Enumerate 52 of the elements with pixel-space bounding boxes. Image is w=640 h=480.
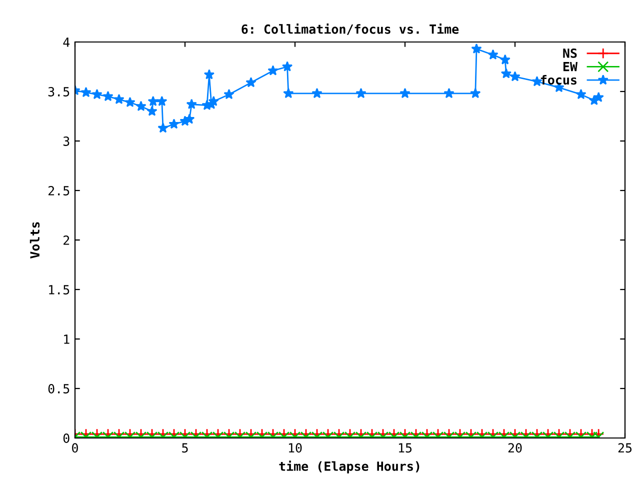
x-tick-label: 10 <box>288 443 302 453</box>
point <box>268 65 278 76</box>
point <box>168 118 180 129</box>
y-tick-label: 0.5 <box>48 384 70 394</box>
point <box>282 61 293 72</box>
y-tick-label: 1 <box>64 334 70 344</box>
y-tick-label: 3 <box>63 136 70 146</box>
point <box>136 100 146 111</box>
y-tick-label: 2 <box>64 236 70 245</box>
point <box>312 88 322 98</box>
y-tick-label: 4 <box>63 38 70 47</box>
point <box>283 88 294 98</box>
point <box>488 49 498 60</box>
point <box>510 71 520 82</box>
point <box>156 96 168 106</box>
point <box>146 106 158 116</box>
point <box>500 68 512 78</box>
y-axis-title: Volts <box>30 222 40 258</box>
point <box>470 88 481 98</box>
x-tick-label: 25 <box>618 443 632 453</box>
point <box>102 90 114 102</box>
point <box>186 98 197 109</box>
point <box>576 88 586 100</box>
point <box>204 69 215 80</box>
x-axis-title: time (Elapse Hours) <box>279 460 420 474</box>
x-tick-label: 5 <box>182 443 188 453</box>
point <box>148 96 158 106</box>
point <box>114 94 124 104</box>
y-tick-label: 3.5 <box>48 87 70 96</box>
legend-label: focus <box>540 74 576 85</box>
point <box>158 122 168 133</box>
point <box>246 77 256 88</box>
point <box>92 88 102 100</box>
point <box>500 54 510 64</box>
x-tick-label: 0 <box>72 443 78 453</box>
y-tick-label: 2.5 <box>48 186 70 196</box>
point <box>400 88 410 98</box>
point <box>444 88 454 98</box>
point <box>124 96 136 108</box>
point <box>208 96 219 106</box>
legend-label: EW <box>563 62 578 72</box>
chart-title: 6: Collimation/focus vs. Time <box>242 24 459 35</box>
y-tick-label: 0 <box>63 434 70 443</box>
legend-label: NS <box>563 48 577 58</box>
point <box>224 88 234 100</box>
y-tick-label: 1.5 <box>49 285 70 294</box>
point <box>471 43 482 54</box>
x-tick-label: 15 <box>398 443 412 453</box>
point <box>80 86 92 98</box>
point <box>593 92 604 102</box>
point <box>356 88 366 98</box>
x-tick-label: 20 <box>508 443 522 453</box>
